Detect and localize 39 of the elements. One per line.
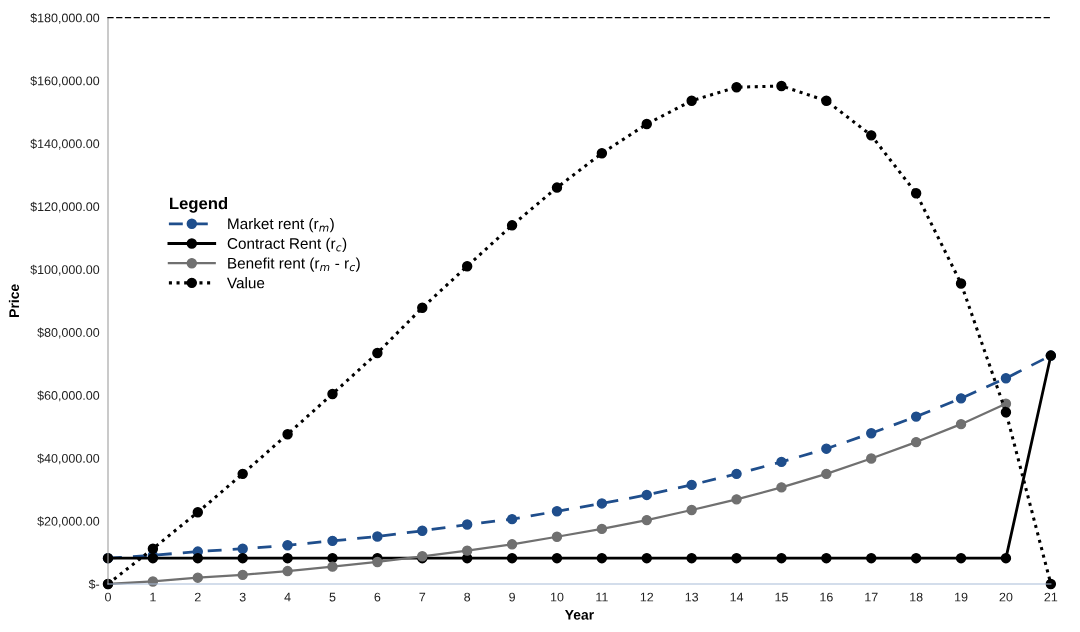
y-tick-label: $100,000.00: [30, 264, 100, 276]
x-tick-label: 14: [730, 592, 744, 602]
x-tick-label: 17: [865, 592, 878, 602]
x-tick-label: 20: [999, 592, 1013, 602]
y-axis-title: Price: [8, 284, 20, 317]
legend-label: Value: [227, 277, 265, 289]
y-tick-label: $160,000.00: [30, 75, 100, 87]
x-tick-label: 13: [685, 592, 699, 602]
x-tick-label: 19: [955, 592, 968, 602]
y-tick-label: $80,000.00: [37, 327, 100, 339]
legend-title: Legend: [170, 197, 228, 213]
x-tick-label: 9: [509, 592, 515, 602]
x-tick-label: 16: [820, 592, 833, 602]
y-tick-label: $60,000.00: [37, 390, 100, 402]
x-tick-label: 21: [1044, 592, 1058, 602]
x-tick-label: 1: [150, 592, 156, 602]
x-tick-label: 0: [105, 592, 111, 602]
x-tick-label: 8: [464, 592, 471, 602]
y-tick-label: $140,000.00: [30, 138, 100, 150]
y-tick-label: $-: [88, 579, 100, 590]
x-tick-label: 15: [775, 592, 788, 602]
x-tick-label: 5: [329, 592, 336, 602]
x-tick-label: 10: [550, 592, 564, 602]
x-tick-label: 7: [419, 592, 426, 602]
x-axis-title: Year: [564, 610, 594, 620]
y-tick-label: $40,000.00: [37, 453, 100, 465]
x-tick-label: 12: [640, 592, 654, 602]
y-tick-label: $20,000.00: [37, 516, 100, 528]
x-tick-label: 4: [284, 592, 291, 602]
legend-label: Contract Rent (r$_{c}$): [227, 237, 347, 252]
x-tick-label: 18: [910, 592, 923, 602]
legend-label: Benefit rent (r$_{m}$ - r$_{c}$): [228, 257, 360, 272]
legend-label: Market rent (r$_{m}$): [228, 218, 334, 233]
y-tick-label: $120,000.00: [30, 201, 100, 213]
y-tick-label: $180,000.00: [30, 12, 100, 24]
x-tick-label: 11: [596, 592, 608, 602]
x-tick-label: 2: [194, 592, 201, 602]
x-tick-label: 6: [374, 592, 381, 602]
x-tick-label: 3: [239, 592, 246, 602]
